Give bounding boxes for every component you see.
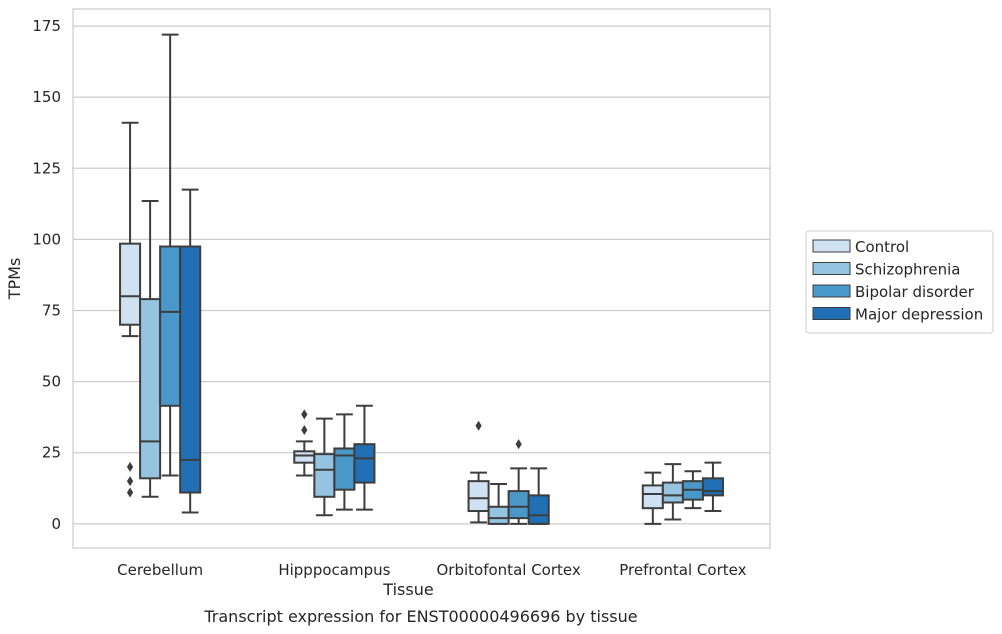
iqr-box xyxy=(487,505,510,525)
box-control xyxy=(467,420,490,524)
outlier-marker xyxy=(515,439,522,450)
legend: Control Schizophrenia Bipolar disorder Majo… xyxy=(805,230,994,334)
legend-swatch xyxy=(812,307,851,320)
iqr-box xyxy=(661,481,684,504)
outlier-marker xyxy=(475,420,482,431)
box-bipolar-disorder xyxy=(681,470,704,510)
chart-caption: Transcript expression for ENST0000049669… xyxy=(203,607,637,626)
iqr-box xyxy=(467,480,490,513)
y-tick-label: 75 xyxy=(42,301,61,319)
box-bipolar-disorder xyxy=(507,439,530,525)
iqr-box xyxy=(701,477,724,497)
y-tick-label: 100 xyxy=(32,230,61,248)
x-axis-title: Tissue xyxy=(382,580,433,599)
iqr-box xyxy=(353,443,376,484)
iqr-box xyxy=(159,245,182,407)
legend-frame xyxy=(805,230,994,334)
box-control xyxy=(293,409,316,477)
legend-label: Bipolar disorder xyxy=(855,283,975,301)
iqr-box xyxy=(507,490,530,520)
box-bipolar-disorder xyxy=(333,413,356,511)
legend-swatch xyxy=(812,262,851,275)
box-bipolar-disorder xyxy=(159,33,182,477)
x-tick-label: Hipppocampus xyxy=(278,561,390,579)
legend-label: Major depression xyxy=(855,306,983,324)
box-schizophrenia xyxy=(661,463,684,521)
x-tick-label: Orbitofontal Cortex xyxy=(437,561,581,579)
y-tick-label: 50 xyxy=(42,373,61,391)
box-control xyxy=(119,121,142,498)
iqr-box xyxy=(313,453,336,498)
outlier-marker xyxy=(126,476,134,487)
box-series xyxy=(119,33,724,525)
legend-label: Control xyxy=(855,238,909,256)
x-tick-label: Cerebellum xyxy=(117,561,203,579)
box-schizophrenia xyxy=(487,483,510,525)
y-tick-label: 25 xyxy=(42,444,61,462)
iqr-box xyxy=(179,245,202,494)
iqr-box xyxy=(641,484,664,510)
y-tick-labels: 0 25 50 75 100 125 150 175 xyxy=(32,17,61,533)
y-axis-title: TPMs xyxy=(5,258,24,301)
outlier-marker xyxy=(301,424,308,435)
iqr-box xyxy=(293,450,316,464)
iqr-box xyxy=(139,298,162,480)
y-tick-label: 125 xyxy=(32,159,61,177)
legend-swatch xyxy=(812,239,851,253)
box-control xyxy=(641,471,664,525)
iqr-box xyxy=(119,242,142,326)
y-tick-label: 150 xyxy=(32,88,61,106)
plot-frame xyxy=(72,8,771,549)
box-schizophrenia xyxy=(313,417,336,517)
box-major-depression xyxy=(179,188,202,514)
x-tick-labels: Cerebellum Hipppocampus Orbitofontal Corte… xyxy=(117,561,746,579)
legend-label: Schizophrenia xyxy=(855,261,960,279)
y-tick-label: 0 xyxy=(51,515,61,533)
x-tick-label: Prefrontal Cortex xyxy=(619,561,746,579)
box-schizophrenia xyxy=(139,199,162,498)
iqr-box xyxy=(527,494,550,525)
box-major-depression xyxy=(701,461,724,513)
legend-swatch xyxy=(812,284,851,298)
box-major-depression xyxy=(527,467,550,525)
outlier-marker xyxy=(126,487,134,498)
y-tick-label: 175 xyxy=(32,17,61,35)
box-major-depression xyxy=(353,404,376,511)
outlier-marker xyxy=(126,461,134,472)
outlier-marker xyxy=(301,409,308,420)
